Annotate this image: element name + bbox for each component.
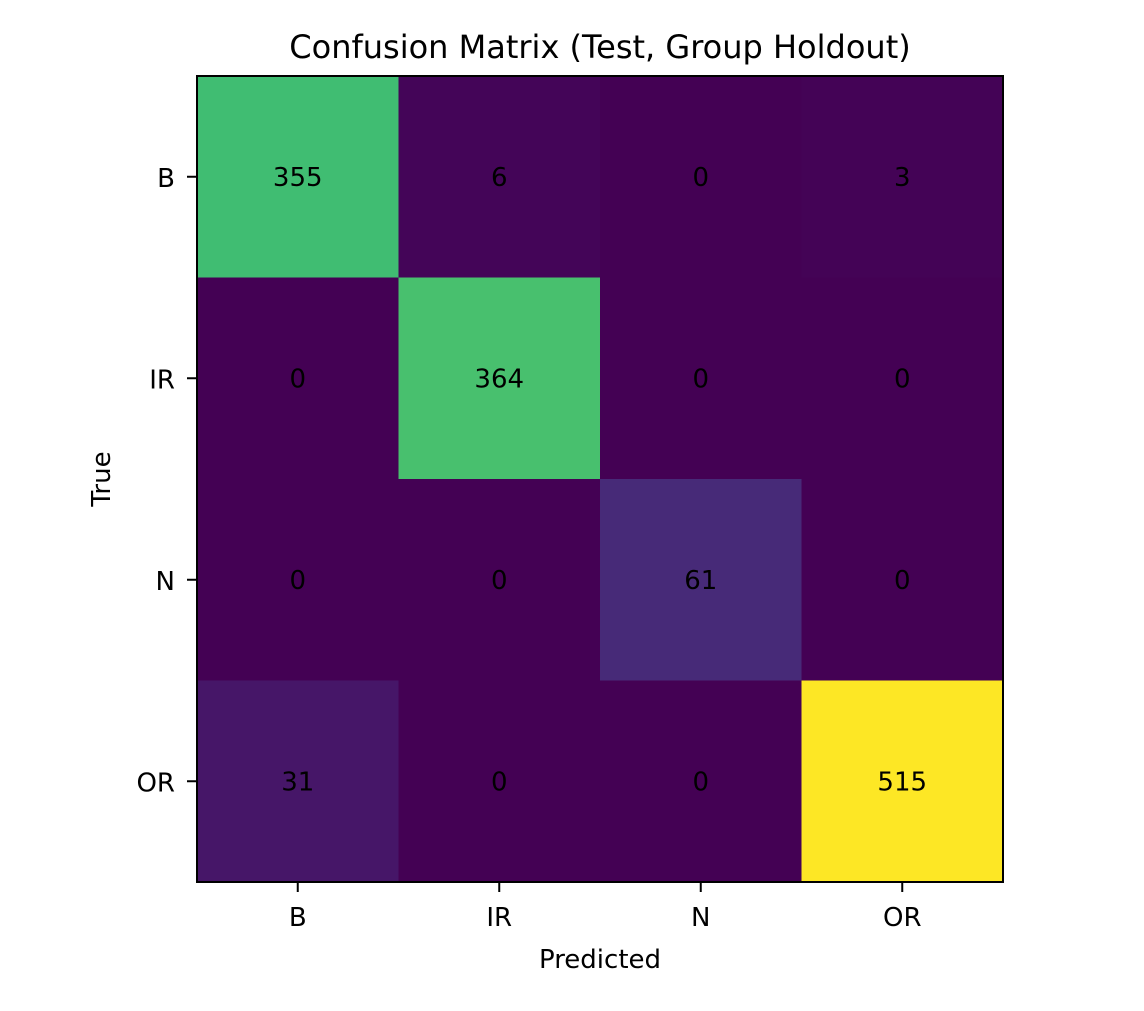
cell-value-label: 0 [289, 364, 306, 394]
heatmap-cell [398, 479, 601, 681]
x-tick-label: B [289, 903, 307, 933]
y-tick-label: N [156, 567, 175, 597]
heatmap-cell [600, 277, 802, 480]
cell-value-label: 364 [474, 364, 524, 394]
cell-value-label: 31 [281, 767, 314, 797]
cell-value-label: 0 [692, 767, 709, 797]
heatmap-cell [801, 277, 1004, 480]
cell-value-labels: 355 6 0 3 0 364 0 0 0 0 61 0 31 0 0 515 [273, 163, 927, 798]
cell-value-label: 515 [877, 767, 927, 797]
heatmap-cell [398, 680, 601, 883]
heatmap-cell [801, 76, 1004, 278]
y-tick-label: OR [136, 768, 175, 798]
heatmap-cell [600, 680, 802, 883]
cell-value-label: 0 [894, 364, 911, 394]
heatmap-cell [197, 680, 399, 883]
heatmap-cell [801, 680, 1004, 883]
y-tick-label: IR [149, 365, 175, 395]
plot-frame [196, 75, 1004, 883]
heatmap-cell [197, 479, 399, 681]
cell-value-label: 355 [273, 163, 323, 193]
heatmap-cell [398, 277, 601, 480]
heatmap-cell [197, 76, 399, 278]
cell-value-label: 0 [692, 364, 709, 394]
cell-value-label: 0 [491, 566, 508, 596]
y-tick-label: B [157, 164, 175, 194]
y-axis-ticks: B IR N OR [136, 164, 197, 798]
cell-value-label: 0 [289, 566, 306, 596]
heatmap-cell [398, 76, 601, 278]
heatmap-cell [801, 479, 1004, 681]
chart-title: Confusion Matrix (Test, Group Holdout) [289, 28, 910, 66]
cell-value-label: 3 [894, 163, 911, 193]
cell-value-label: 0 [894, 566, 911, 596]
heatmap-cell [600, 479, 802, 681]
cell-value-label: 0 [491, 767, 508, 797]
x-tick-label: OR [883, 903, 922, 933]
x-tick-label: IR [486, 903, 512, 933]
y-axis-label: True [87, 451, 117, 507]
heatmap-cell [197, 277, 399, 480]
heatmap-cell [600, 76, 802, 278]
heatmap-cells [197, 76, 1004, 883]
x-axis-ticks: B IR N OR [289, 882, 922, 933]
x-axis-label: Predicted [539, 945, 661, 975]
x-tick-label: N [691, 903, 710, 933]
cell-value-label: 0 [692, 163, 709, 193]
cell-value-label: 61 [684, 566, 717, 596]
cell-value-label: 6 [491, 163, 508, 193]
